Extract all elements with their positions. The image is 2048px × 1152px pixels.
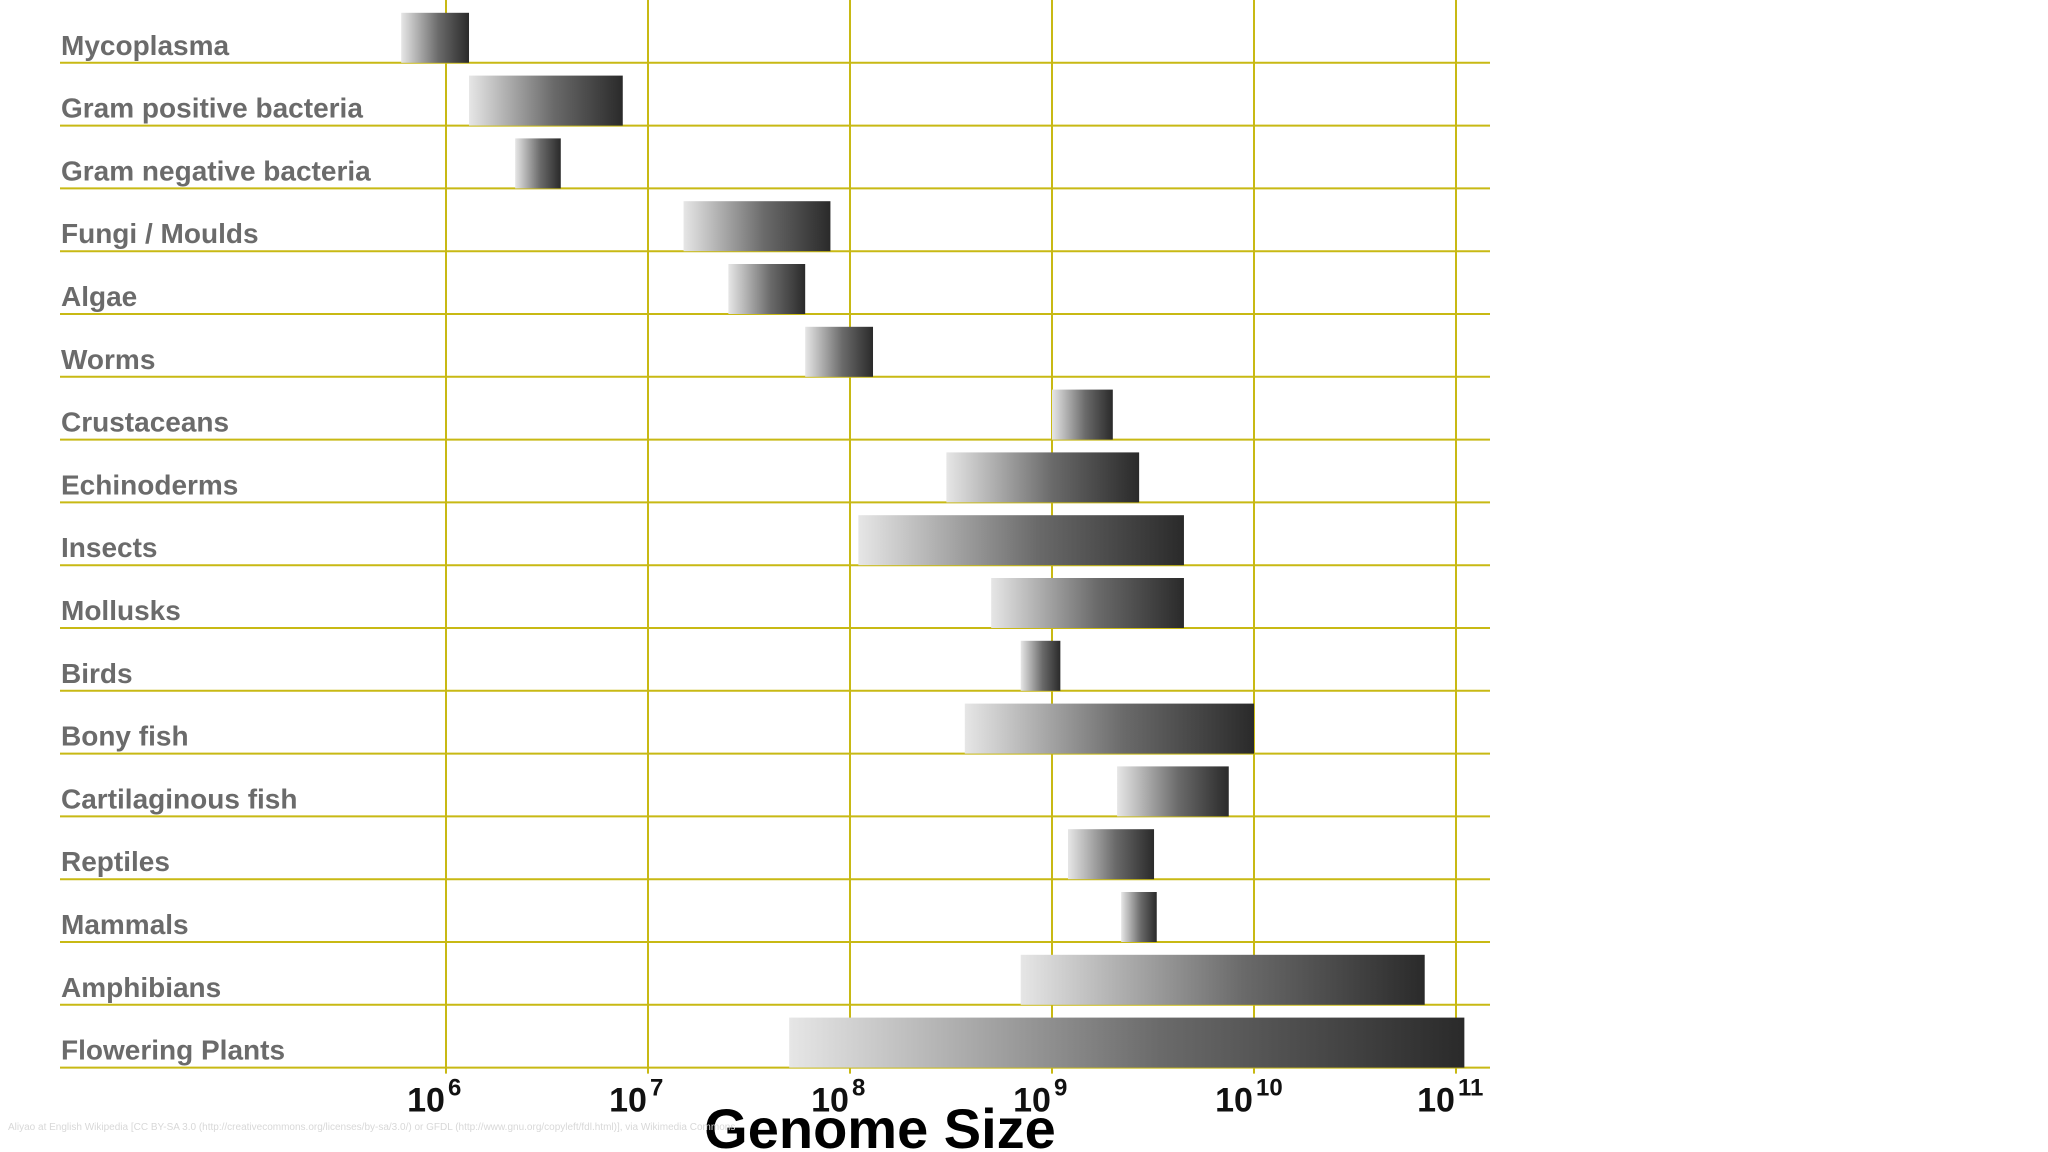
bar-amphibians: [1020, 954, 1425, 1005]
tick-base: 10: [1417, 1082, 1455, 1120]
category-label: Cartilaginous fish: [61, 783, 297, 814]
category-label: Echinoderms: [61, 469, 238, 500]
x-tick-label-3: 10 9: [1013, 1075, 1067, 1120]
category-label: Mollusks: [61, 595, 181, 626]
bar-birds: [1020, 640, 1061, 691]
tick-base: 10: [1013, 1082, 1051, 1120]
category-label: Mammals: [61, 909, 189, 940]
category-label: Flowering Plants: [61, 1035, 285, 1066]
category-label: Amphibians: [61, 972, 221, 1003]
category-label: Gram positive bacteria: [61, 93, 363, 124]
category-label: Fungi / Moulds: [61, 218, 259, 249]
bar-gram-positive-bacteria: [469, 75, 623, 126]
x-tick-label-2: 10 8: [811, 1075, 865, 1120]
tick-base: 10: [609, 1082, 647, 1120]
category-labels: Mycoplasma Gram positive bacteria Gram neg…: [61, 30, 371, 1066]
x-tick-labels: 10 6 10 7 10 8 10 9 10 10 10 11: [407, 1075, 1483, 1120]
x-tick-label-0: 10 6: [407, 1075, 461, 1120]
x-tick-label-1: 10 7: [609, 1075, 663, 1120]
tick-exponent: 9: [1054, 1075, 1067, 1102]
bar-mycoplasma: [401, 12, 470, 63]
tick-base: 10: [811, 1082, 849, 1120]
bar-mammals: [1121, 892, 1157, 942]
x-tick-label-4: 10 10: [1215, 1075, 1283, 1120]
bar-layer: [401, 12, 1465, 1068]
bar-algae: [728, 264, 806, 314]
x-axis-title: Genome Size: [704, 1097, 1056, 1152]
category-label: Birds: [61, 658, 133, 689]
image-credit: Aliyao at English Wikipedia [CC BY-SA 3.…: [8, 1122, 735, 1133]
tick-exponent: 8: [852, 1075, 865, 1102]
tick-exponent: 7: [650, 1075, 663, 1102]
bar-gram-negative-bacteria: [515, 138, 561, 189]
tick-exponent: 6: [448, 1075, 461, 1102]
category-label: Mycoplasma: [61, 30, 229, 61]
category-label: Worms: [61, 344, 155, 375]
category-label: Insects: [61, 532, 158, 563]
bar-reptiles: [1067, 829, 1155, 880]
bar-cartilaginous-fish: [1117, 766, 1229, 817]
bar-mollusks: [991, 578, 1184, 628]
bar-insects: [858, 515, 1184, 566]
bar-bony-fish: [964, 703, 1254, 754]
category-label: Crustaceans: [61, 407, 229, 438]
category-label: Gram negative bacteria: [61, 155, 371, 186]
tick-base: 10: [407, 1082, 445, 1120]
bar-crustaceans: [1052, 389, 1113, 440]
category-label: Algae: [61, 281, 137, 312]
tick-base: 10: [1215, 1082, 1253, 1120]
bar-echinoderms: [946, 452, 1140, 503]
tick-exponent: 10: [1256, 1075, 1283, 1102]
bar-fungi-moulds: [683, 201, 831, 252]
bar-worms: [805, 326, 874, 377]
category-label: Reptiles: [61, 846, 170, 877]
category-label: Bony fish: [61, 721, 189, 752]
tick-exponent: 11: [1458, 1075, 1483, 1102]
bar-flowering-plants: [789, 1017, 1465, 1068]
x-tick-label-5: 10 11: [1417, 1075, 1483, 1120]
